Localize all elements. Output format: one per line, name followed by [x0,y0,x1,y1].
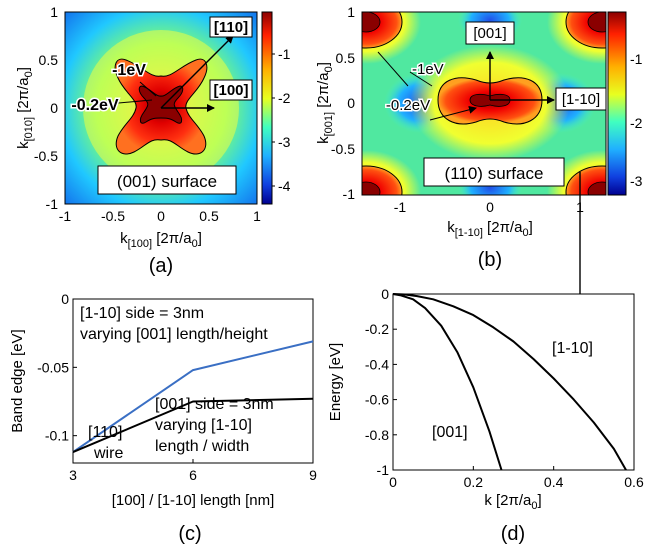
chart-c-y-tick-label: -0.05 [37,359,69,375]
y-axis-label-b: k[001] [2π/a0] [315,62,335,144]
panel-a: -1 -2 -3 -4 [110] [100] -1eV -0.2eV (001… [15,4,291,277]
chart-c-series-line-2 [72,397,314,454]
colorbar-b-tick: -3 [630,173,643,189]
y-tick-a: 0.5 [39,52,59,68]
colorbar-b-tick: -2 [630,115,643,131]
annotation-c: varying [001] length/height [80,326,268,343]
surface-label-b: (110) surface [445,164,544,183]
chart-d-y-tick-label: -0.6 [365,392,389,408]
chart-d-series-line-2 [392,293,627,471]
y-tick-a: 1 [50,4,58,20]
curve-label-001: [001] [432,424,468,441]
y-tick-b: -0.5 [331,141,355,157]
direction-label-100: [100] [213,82,248,99]
x-tick-b: -1 [394,199,407,215]
y-tick-b: -1 [343,186,356,202]
x-tick-a: 0.5 [199,208,219,224]
chart-d-x-tick-label: 0.2 [464,474,484,490]
annotation-c: [001] side = 3nm [155,396,274,413]
y-tick-a: -0.5 [34,148,58,164]
colorbar-a-tick: -3 [278,134,291,150]
y-tick-b: 1 [347,4,355,20]
panel-label-d: (d) [501,523,525,545]
y-axis-label-a: k[010] [2π/a0] [15,67,35,149]
chart-c-series-line-1 [72,340,314,453]
direction-label-110: [110] [214,19,248,36]
chart-d-x-tick-label: 0 [389,474,397,490]
colorbar-b [607,11,627,196]
x-tick-a: -0.5 [101,208,125,224]
chart-d-series-line-1 [392,293,503,471]
chart-d-x-tick-label: 0.4 [544,474,564,490]
chart-d-x-tick-label: 0.6 [624,474,644,490]
annotation-c: [110] [88,424,122,441]
y-axis-label-d: Energy [eV] [327,343,344,421]
contour-label-1ev-a: -1eV [112,62,146,79]
arrow-110-a [160,35,234,109]
annotation-c: varying [1-10] [155,417,252,434]
chart-d-y-tick-label: 0 [381,286,389,302]
annotation-c: [1-10] side = 3nm [80,305,204,322]
chart-c-y-tick-label: -0.1 [45,428,69,444]
x-tick-b: 0 [486,199,494,215]
chart-d-y-tick-label: -1 [377,462,390,478]
surface-label-a: (001) surface [117,172,217,191]
x-axis-label-b: k[1-10] [2π/a0] [447,219,532,239]
curve-label-1-10: [1-10] [552,340,593,357]
colorbar-b-tick: -1 [630,51,643,67]
panel-label-c: (c) [178,523,201,545]
y-axis-label-c: Band edge [eV] [9,329,26,432]
x-tick-a: -1 [59,208,72,224]
annotation-c: wire [93,445,123,462]
chart-c-x-tick-label: 6 [189,467,197,483]
panel-label-a: (a) [149,255,173,277]
chart-c-y-tick-label: 0 [61,291,69,307]
panel-label-b: (b) [478,249,502,271]
x-tick-a: 0 [157,208,165,224]
x-axis-label-a: k[100] [2π/a0] [120,230,202,250]
y-tick-a: -1 [46,196,59,212]
chart-c-x-tick-label: 3 [69,467,77,483]
chart-d-y-tick-label: -0.2 [365,321,389,337]
y-tick-b: 0 [347,95,355,111]
panel-d: 0 -0.2 -0.4 -0.6 -0.8 -1 0 0.2 0.4 0.6 Energy [e… [327,286,644,545]
contour-label-02ev-b: -0.2eV [386,97,430,114]
x-axis-label-c: [100] / [1-10] length [nm] [112,492,275,509]
panel-c: 0 -0.05 -0.1 3 6 9 Band edge [eV] [100] / [1… [9,291,317,545]
panel-b: -1 -2 -3 [001] [1-10] -1eV -0.2eV (110) … [315,4,643,271]
chart-d-y-tick-label: -0.4 [365,356,389,372]
colorbar-a-tick: -2 [278,90,291,106]
x-axis-label-d: k [2π/a0] [484,492,541,512]
colorbar-a [261,11,273,205]
chart-c-x-tick-label: 9 [309,467,317,483]
x-tick-a: 1 [253,208,261,224]
direction-label-1-10: [1-10] [562,91,600,108]
colorbar-a-tick: -1 [278,46,291,62]
colorbar-a-tick: -4 [278,178,291,194]
contour-label-02ev-a: -0.2eV [71,97,118,114]
direction-label-001: [001] [473,25,506,42]
y-tick-b: 0.5 [336,50,356,66]
chart-d-y-tick-label: -0.8 [365,427,389,443]
y-tick-a: 0 [50,100,58,116]
contour-label-1ev-b: -1eV [412,61,444,78]
annotation-c: length / width [155,438,249,455]
